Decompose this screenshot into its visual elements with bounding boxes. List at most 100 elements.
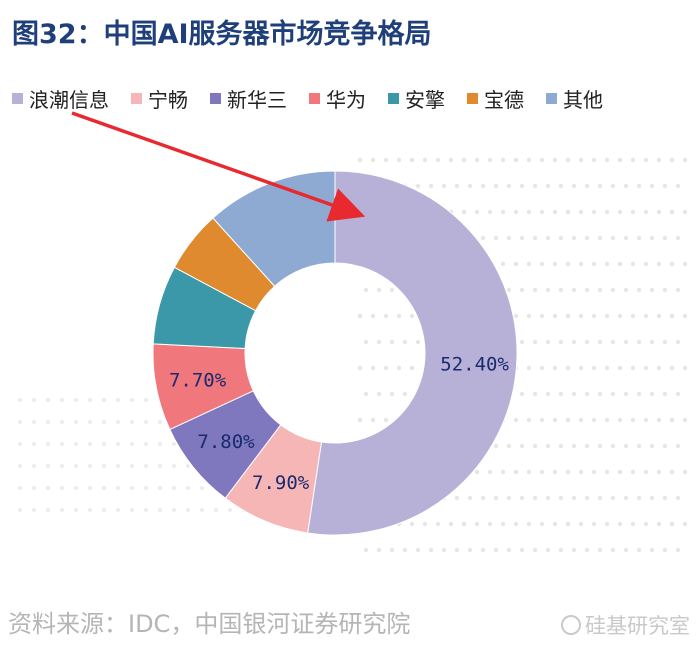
- background-dot: [18, 420, 22, 424]
- background-dot: [526, 209, 532, 215]
- background-dot: [500, 209, 506, 215]
- background-dot: [552, 469, 558, 475]
- background-dot: [558, 495, 564, 501]
- background-dot: [662, 235, 668, 241]
- background-dot: [513, 469, 519, 475]
- background-dot: [636, 495, 642, 501]
- background-dot: [662, 339, 668, 345]
- background-dot: [565, 261, 571, 267]
- background-dot: [435, 157, 441, 163]
- background-dot: [584, 495, 590, 501]
- background-dot: [513, 417, 519, 423]
- background-dot: [60, 398, 64, 402]
- background-dot: [409, 365, 415, 371]
- background-dot: [565, 313, 571, 319]
- background-dot: [130, 508, 134, 512]
- background-dot: [513, 313, 519, 319]
- background-dot: [649, 339, 655, 345]
- background-dot: [682, 521, 688, 527]
- legend-swatch: [388, 93, 399, 104]
- background-dot: [604, 157, 610, 163]
- background-dot: [409, 157, 415, 163]
- background-dot: [474, 469, 480, 475]
- background-dot: [441, 183, 447, 189]
- legend-item-inspur: 浪潮信息: [12, 84, 109, 113]
- background-dot: [669, 157, 675, 163]
- background-dot: [357, 417, 363, 423]
- background-dot: [636, 443, 642, 449]
- background-dot: [116, 464, 120, 468]
- background-dot: [591, 521, 597, 527]
- background-dot: [383, 313, 389, 319]
- background-dot: [186, 464, 190, 468]
- background-dot: [675, 495, 681, 501]
- background-dot: [130, 486, 134, 490]
- donut-slice-6: [212, 170, 336, 287]
- background-dot: [610, 547, 616, 553]
- legend-swatch: [546, 93, 557, 104]
- background-dot: [578, 209, 584, 215]
- background-dot: [467, 495, 473, 501]
- background-dot: [565, 157, 571, 163]
- background-dot: [228, 508, 232, 512]
- background-dot: [396, 313, 402, 319]
- background-dot: [186, 508, 190, 512]
- background-dot: [649, 391, 655, 397]
- background-dot: [370, 313, 376, 319]
- background-dot: [656, 521, 662, 527]
- background-dot: [532, 391, 538, 397]
- donut-slices: [152, 170, 518, 536]
- background-dot: [669, 365, 675, 371]
- background-dot: [571, 287, 577, 293]
- background-dot: [376, 339, 382, 345]
- background-dot: [46, 398, 50, 402]
- background-dot: [526, 261, 532, 267]
- background-dot: [172, 508, 176, 512]
- background-dot: [623, 339, 629, 345]
- background-dot: [513, 209, 519, 215]
- background-dot: [610, 443, 616, 449]
- background-dot: [74, 442, 78, 446]
- background-dot: [669, 469, 675, 475]
- background-dot: [669, 521, 675, 527]
- background-dot: [102, 486, 106, 490]
- background-dot: [539, 521, 545, 527]
- background-dot: [610, 495, 616, 501]
- background-dot: [558, 391, 564, 397]
- background-dot: [532, 339, 538, 345]
- background-dot: [32, 508, 36, 512]
- background-dot: [102, 508, 106, 512]
- background-dot: [526, 469, 532, 475]
- background-dot: [656, 313, 662, 319]
- legend-item-h3c: 新华三: [210, 84, 287, 113]
- background-dot: [578, 469, 584, 475]
- background-dot: [46, 486, 50, 490]
- background-dot: [643, 365, 649, 371]
- background-dot: [144, 508, 148, 512]
- background-dot: [88, 442, 92, 446]
- background-dot: [675, 235, 681, 241]
- background-dot: [532, 287, 538, 293]
- background-dot: [643, 261, 649, 267]
- background-dot: [597, 235, 603, 241]
- background-dot: [506, 183, 512, 189]
- background-dot: [519, 495, 525, 501]
- background-dot: [539, 209, 545, 215]
- background-dot: [526, 157, 532, 163]
- background-dot: [487, 209, 493, 215]
- background-dot: [172, 442, 176, 446]
- background-dot: [474, 209, 480, 215]
- background-dot: [480, 547, 486, 553]
- background-dot: [116, 442, 120, 446]
- background-dot: [363, 391, 369, 397]
- background-dot: [565, 209, 571, 215]
- background-dot: [597, 547, 603, 553]
- background-dot: [46, 508, 50, 512]
- chart-legend: 浪潮信息 宁畅 新华三 华为 安擎 宝德 其他: [12, 84, 625, 113]
- background-dot: [116, 486, 120, 490]
- background-dot: [617, 313, 623, 319]
- legend-label: 新华三: [227, 88, 287, 112]
- background-dot: [363, 287, 369, 293]
- data-label-0: 52.40%: [440, 354, 509, 376]
- background-dot: [617, 417, 623, 423]
